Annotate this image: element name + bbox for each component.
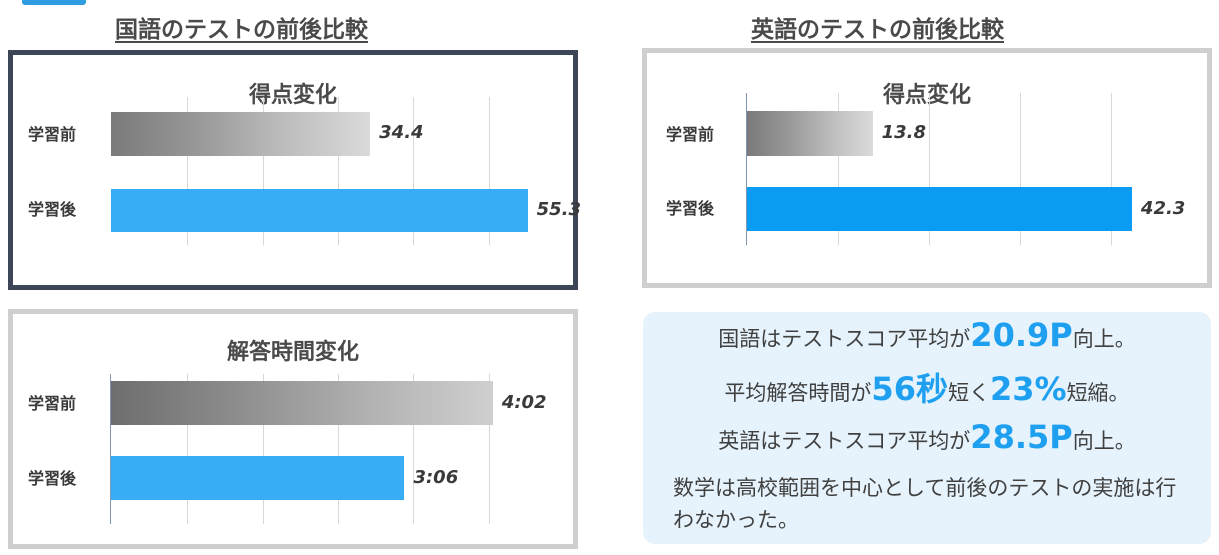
gridline: [338, 97, 339, 245]
summary-text: 英語はテストスコア平均が: [718, 429, 971, 453]
category-label-before: 学習前: [28, 125, 77, 144]
summary-paragraph-math: 数学は高校範囲を中心として前後のテストの実施は行わなかった。: [673, 476, 1177, 532]
summary-text: 短く: [947, 381, 990, 405]
category-label-after: 学習後: [28, 200, 77, 219]
summary-line-time: 平均解答時間が56秒短く23%短縮。: [643, 364, 1211, 410]
highlight-japanese-score: 20.9P: [970, 316, 1073, 354]
gridline: [929, 93, 930, 245]
bar-after: [111, 189, 528, 232]
gridline: [187, 374, 188, 524]
axis-line: [746, 93, 747, 245]
gridline: [489, 374, 490, 524]
gridline: [187, 97, 188, 245]
bar-before: [111, 381, 493, 425]
japanese-score-panel: 得点変化 学習前 学習後 34.4 55.3: [8, 50, 581, 290]
gridline: [263, 374, 264, 524]
gridline: [413, 374, 414, 524]
value-label-after: 3:06: [413, 467, 459, 488]
highlight-time-percent: 23%: [989, 370, 1067, 408]
category-label-after: 学習後: [666, 199, 715, 218]
category-label-after: 学習後: [28, 469, 77, 488]
summary-text: 向上。: [1072, 429, 1136, 453]
gridline: [263, 97, 264, 245]
bar-after: [111, 456, 405, 500]
highlight-time-seconds: 56秒: [871, 370, 948, 408]
english-section-title: 英語のテストの前後比較: [751, 17, 1004, 43]
category-label-before: 学習前: [28, 394, 77, 413]
gridline: [1111, 93, 1112, 245]
bar-after: [747, 187, 1132, 231]
category-label-before: 学習前: [666, 125, 715, 144]
gridline: [489, 97, 490, 245]
accent-tab: [22, 0, 86, 5]
japanese-time-panel: 解答時間変化 学習前 学習後 4:02 3:06: [8, 309, 578, 549]
axis-line: [110, 374, 111, 524]
value-label-before: 4:02: [501, 392, 547, 413]
summary-text: 平均解答時間が: [724, 381, 872, 405]
chart-title: 解答時間変化: [226, 340, 359, 365]
summary-text: 短縮。: [1066, 381, 1130, 405]
gridline: [1020, 93, 1021, 245]
value-label-before: 34.4: [379, 122, 424, 143]
summary-line-japanese: 国語はテストスコア平均が20.9P向上。: [643, 316, 1211, 354]
summary-text: 向上。: [1072, 327, 1136, 351]
japanese-section-title: 国語のテストの前後比較: [115, 17, 368, 43]
gridline: [838, 93, 839, 245]
chart-title: 得点変化: [882, 83, 971, 108]
summary-text: 国語はテストスコア平均が: [718, 327, 971, 351]
bar-before: [747, 111, 873, 156]
gridline: [338, 374, 339, 524]
value-label-after: 55.3: [536, 199, 581, 220]
summary-line-english: 英語はテストスコア平均が28.5P向上。: [643, 418, 1211, 456]
value-label-after: 42.3: [1140, 198, 1186, 219]
bar-before: [111, 112, 371, 156]
gridline: [413, 97, 414, 245]
highlight-english-score: 28.5P: [970, 418, 1073, 456]
english-score-panel: 得点変化 学習前 学習後 13.8 42.3: [642, 48, 1212, 288]
value-label-before: 13.8: [881, 122, 926, 143]
summary-box: 国語はテストスコア平均が20.9P向上。 平均解答時間が56秒短く23%短縮。 …: [643, 312, 1211, 544]
